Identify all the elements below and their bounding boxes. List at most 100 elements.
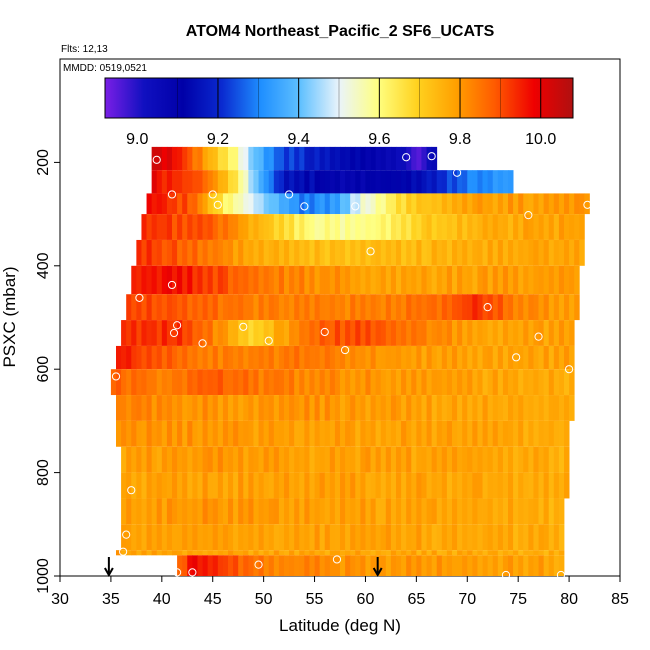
heatmap-cell <box>446 555 453 576</box>
heatmap-cell <box>228 170 234 194</box>
heatmap-cell <box>345 170 351 194</box>
heatmap-cell <box>289 320 295 346</box>
heatmap-cell <box>177 193 183 215</box>
heatmap-cell <box>131 320 137 346</box>
heatmap-cell <box>553 550 560 556</box>
heatmap-cell <box>360 146 366 171</box>
heatmap-cell <box>426 170 433 194</box>
heatmap-cell <box>253 170 259 194</box>
heatmap-cell <box>467 498 473 525</box>
heatmap-cell <box>238 524 244 551</box>
heatmap-cell <box>151 294 158 321</box>
heatmap-cell <box>121 550 127 556</box>
heatmap-cell <box>482 420 489 447</box>
heatmap-cell <box>156 170 163 194</box>
heatmap-cell <box>457 395 463 421</box>
heatmap-cell <box>273 555 280 576</box>
heatmap-cell <box>421 498 427 525</box>
heatmap-cell <box>207 239 214 266</box>
heatmap-cell <box>161 550 168 556</box>
heatmap-cell <box>564 239 570 266</box>
heatmap-cell <box>136 239 142 266</box>
heatmap-cell <box>141 472 147 499</box>
sample-point <box>135 293 144 302</box>
heatmap-cell <box>569 369 575 396</box>
heatmap-cell <box>396 294 402 321</box>
heatmap-cell <box>497 498 504 525</box>
heatmap-cell <box>421 294 427 321</box>
heatmap-cell <box>487 555 494 576</box>
heatmap-cell <box>467 170 473 194</box>
heatmap-cell <box>278 498 285 525</box>
colorbar: 9.0 9.2 9.4 9.6 9.8 10.0 <box>104 77 574 148</box>
heatmap-cell <box>411 193 417 215</box>
heatmap-cell <box>385 239 392 266</box>
heatmap-cell <box>406 472 412 499</box>
heatmap-cell <box>574 193 580 215</box>
heatmap-cell <box>355 395 361 421</box>
heatmap-cell <box>263 446 270 473</box>
heatmap-cell <box>268 395 275 421</box>
heatmap-cell <box>314 555 321 576</box>
heatmap-cell <box>289 294 295 321</box>
heatmap-cell <box>457 294 463 321</box>
heatmap-cell <box>294 265 300 295</box>
heatmap-cell <box>467 345 473 370</box>
heatmap-cell <box>334 395 341 421</box>
heatmap-cell <box>324 369 331 396</box>
heatmap-cell <box>452 239 458 266</box>
heatmap-cell <box>370 170 377 194</box>
heatmap-cell <box>278 214 285 240</box>
heatmap-cell <box>151 369 158 396</box>
heatmap-cell <box>533 472 539 499</box>
heatmap-cell <box>166 170 173 194</box>
heatmap-cell <box>548 420 555 447</box>
x-tick-label: 35 <box>102 591 120 608</box>
heatmap-cell <box>457 498 463 525</box>
heatmap-cell <box>350 239 356 266</box>
heatmap-cell <box>273 320 280 346</box>
heatmap-cell <box>411 369 417 396</box>
heatmap-cell <box>431 294 438 321</box>
heatmap-cell <box>396 239 402 266</box>
heatmap-cell <box>533 320 539 346</box>
heatmap-cell <box>243 265 249 295</box>
heatmap-cell <box>222 555 229 576</box>
heatmap-cell <box>492 214 499 240</box>
heatmap-cell <box>385 524 392 551</box>
heatmap-cell <box>543 524 550 551</box>
heatmap-cell <box>161 524 168 551</box>
heatmap-cell <box>182 294 188 321</box>
heatmap-cell <box>284 170 290 194</box>
heatmap-cell <box>340 550 346 556</box>
heatmap-cell <box>126 369 132 396</box>
sample-point <box>332 555 342 564</box>
heatmap-cell <box>401 294 407 321</box>
heatmap-cell <box>166 420 173 447</box>
heatmap-cell <box>421 239 427 266</box>
heatmap-cell <box>513 320 519 346</box>
heatmap-cell <box>248 524 254 551</box>
heatmap-cell <box>299 170 305 194</box>
colorbar-tick-label: 10.0 <box>525 131 556 148</box>
heatmap-cell <box>172 214 178 240</box>
heatmap-cell <box>121 320 127 346</box>
heatmap-cell <box>192 294 198 321</box>
heatmap-cell <box>360 420 366 447</box>
heatmap-cell <box>365 320 371 346</box>
heatmap-cell <box>340 345 346 370</box>
heatmap-cell <box>345 214 351 240</box>
heatmap-cell <box>523 420 529 447</box>
heatmap-cell <box>553 369 560 396</box>
heatmap-cell <box>350 498 356 525</box>
heatmap-cell <box>365 294 371 321</box>
heatmap-cell <box>462 550 468 556</box>
heatmap-cell <box>518 472 524 499</box>
heatmap-cell <box>472 320 478 346</box>
heatmap-cell <box>329 345 336 370</box>
heatmap-cell <box>538 420 545 447</box>
heatmap-cell <box>411 395 417 421</box>
heatmap-cell <box>543 369 550 396</box>
heatmap-cell <box>182 345 188 370</box>
heatmap-cell <box>558 420 565 447</box>
